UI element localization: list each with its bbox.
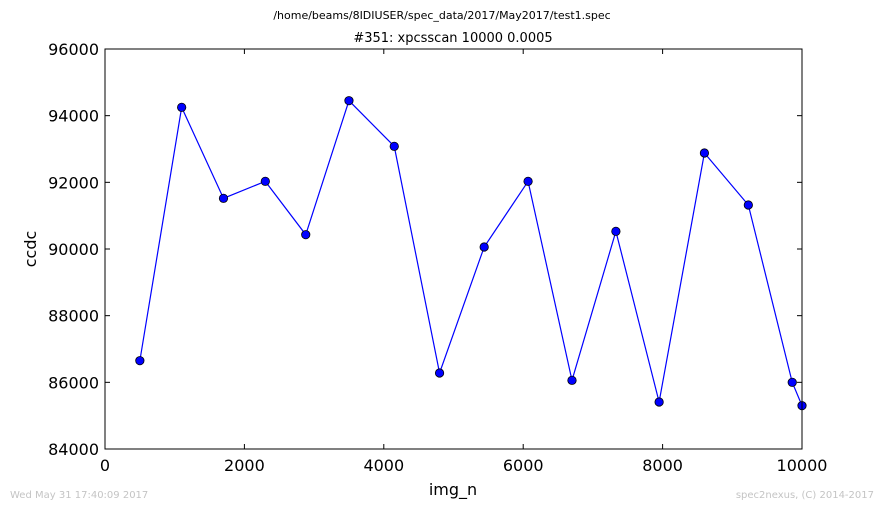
y-tick-label: 90000: [48, 240, 99, 259]
y-tick-label: 96000: [48, 40, 99, 59]
data-point: [389, 141, 399, 151]
data-point: [434, 368, 445, 378]
data-point: [135, 356, 145, 366]
data-point: [301, 230, 311, 240]
data-point: [699, 148, 710, 158]
y-axis-label: ccdc: [21, 231, 40, 268]
x-tick-label: 8000: [642, 456, 683, 475]
footer-timestamp: Wed May 31 17:40:09 2017: [10, 490, 148, 501]
x-tick-label: 10000: [777, 456, 828, 475]
y-tick-label: 88000: [48, 307, 99, 326]
data-point: [218, 193, 229, 203]
plot-frame: [104, 48, 803, 450]
data-point: [177, 102, 187, 112]
data-point: [523, 176, 533, 186]
x-tick-label: 0: [100, 456, 110, 475]
data-point: [743, 200, 753, 210]
series-line: [139, 99, 803, 406]
file-path-title: /home/beams/8IDIUSER/spec_data/2017/May2…: [273, 9, 610, 22]
x-axis-label: img_n: [429, 480, 477, 500]
data-point: [611, 226, 621, 236]
data-point: [787, 377, 797, 387]
y-tick-label: 84000: [48, 440, 99, 459]
data-point: [479, 242, 489, 252]
x-tick-label: 4000: [363, 456, 404, 475]
data-point: [260, 176, 270, 186]
x-axis-ticks: 0 2000 4000 6000 8000 10000: [100, 49, 828, 475]
x-tick-label: 2000: [224, 456, 265, 475]
plot-title: #351: xpcsscan 10000 0.0005: [353, 31, 552, 46]
y-tick-label: 92000: [48, 173, 99, 192]
series-layer: [135, 96, 807, 411]
x-tick-label: 6000: [503, 456, 544, 475]
y-axis-ticks: 84000 86000 88000 90000 92000 94000 96000: [48, 40, 802, 459]
footer-credit: spec2nexus, (C) 2014-2017: [736, 490, 874, 501]
data-point: [344, 96, 354, 106]
y-tick-label: 94000: [48, 107, 99, 126]
y-tick-label: 86000: [48, 373, 99, 392]
data-point: [567, 375, 577, 385]
data-point: [654, 397, 664, 407]
